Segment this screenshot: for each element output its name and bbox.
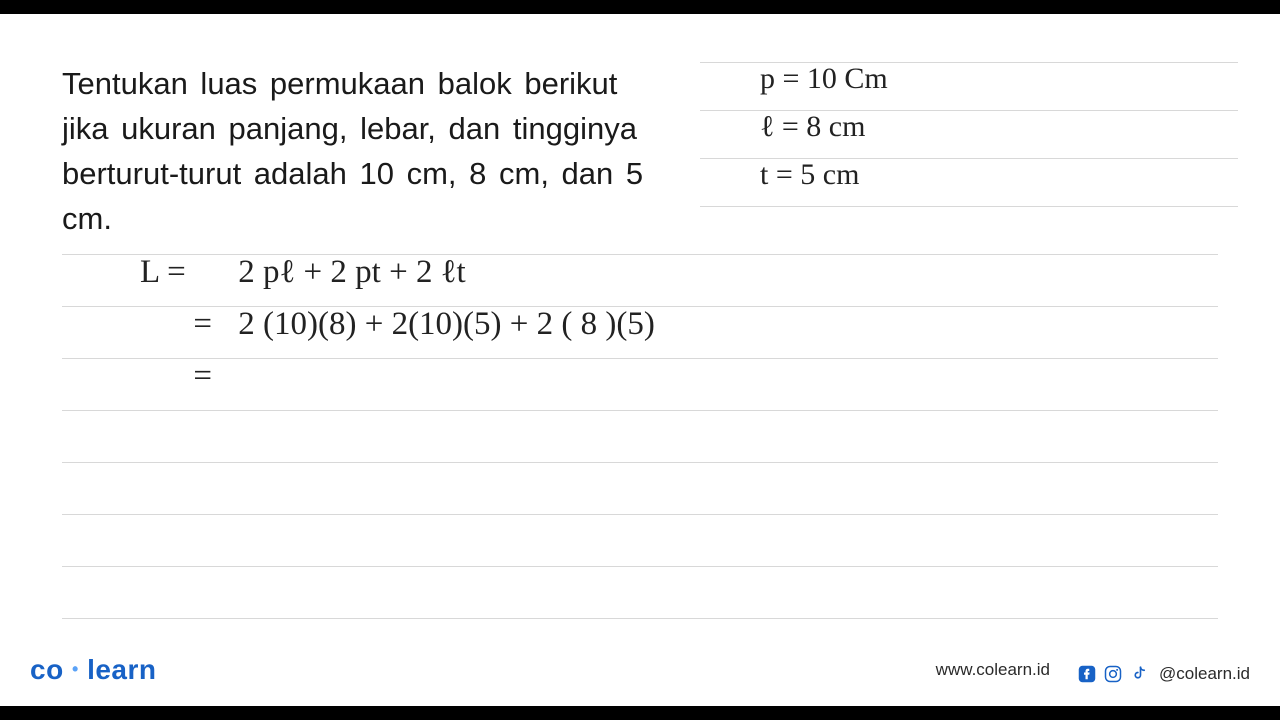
work-lhs: L = xyxy=(140,254,230,291)
work-lhs: = xyxy=(140,306,230,343)
work-rhs: 2 (10)(8) + 2(10)(5) + 2 ( 8 )(5) xyxy=(238,306,655,342)
social-handle: @colearn.id xyxy=(1159,664,1250,684)
page-content: Tentukan luas permukaan balok berikut ji… xyxy=(0,14,1280,706)
given-l: ℓ = 8 cm xyxy=(750,110,888,158)
work-row: = xyxy=(140,358,655,410)
tiktok-icon xyxy=(1129,664,1149,684)
work-lhs: = xyxy=(140,358,230,395)
given-p: p = 10 Cm xyxy=(750,62,888,110)
work-row: L = 2 pℓ + 2 pt + 2 ℓt xyxy=(140,254,655,306)
logo-learn: learn xyxy=(87,654,156,685)
footer-url: www.colearn.id xyxy=(936,660,1050,680)
ruled-line xyxy=(62,566,1218,567)
logo-co: co xyxy=(30,654,64,685)
logo-dot-icon: • xyxy=(72,659,79,679)
ruled-line xyxy=(62,514,1218,515)
ruled-line xyxy=(62,618,1218,619)
work-row: = 2 (10)(8) + 2(10)(5) + 2 ( 8 )(5) xyxy=(140,306,655,358)
ruled-line xyxy=(62,410,1218,411)
instagram-icon xyxy=(1103,664,1123,684)
ruled-line xyxy=(62,462,1218,463)
social-links: @colearn.id xyxy=(1077,664,1250,684)
problem-statement: Tentukan luas permukaan balok berikut ji… xyxy=(62,62,662,242)
ruled-line xyxy=(700,206,1238,207)
given-values: p = 10 Cm ℓ = 8 cm t = 5 cm xyxy=(750,62,888,206)
footer: co • learn www.colearn.id @colearn.id xyxy=(0,650,1280,690)
solution-work: L = 2 pℓ + 2 pt + 2 ℓt = 2 (10)(8) + 2(1… xyxy=(140,254,655,410)
work-rhs: 2 pℓ + 2 pt + 2 ℓt xyxy=(238,254,465,290)
given-t: t = 5 cm xyxy=(750,158,888,206)
facebook-icon xyxy=(1077,664,1097,684)
brand-logo: co • learn xyxy=(30,654,157,686)
